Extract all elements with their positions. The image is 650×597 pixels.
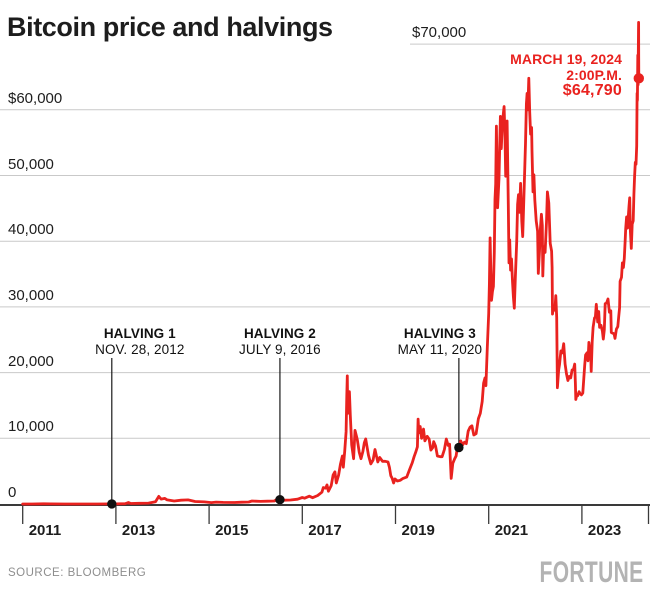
halving-3-dot [454, 442, 464, 453]
halving-1-annotation: HALVING 1 NOV. 28, 2012 [65, 326, 215, 358]
x-axis-label-2023: 2023 [587, 522, 622, 539]
fortune-logo: FORTUNE [539, 556, 643, 589]
halving-1-label: HALVING 1 [103, 326, 176, 341]
y-axis-label-20000: 20,000 [8, 352, 54, 370]
halving-2-label: HALVING 2 [243, 326, 316, 341]
y-axis-label-60000: $60,000 [8, 89, 63, 107]
y-axis-label-40000: 40,000 [8, 221, 54, 239]
x-axis-label-2019: 2019 [401, 522, 435, 539]
halving-1-date: NOV. 28, 2012 [95, 342, 185, 357]
halving-2-date: JULY 9, 2016 [239, 342, 321, 357]
halving-3-annotation: HALVING 3 MAY 11, 2020 [365, 326, 515, 358]
y-axis-label-50000: 50,000 [8, 155, 54, 173]
bitcoin-price-line [21, 20, 641, 506]
x-axis-label-2015: 2015 [215, 522, 249, 539]
x-axis-label-2017: 2017 [308, 522, 342, 539]
halving-3-date: MAY 11, 2020 [397, 342, 483, 357]
y-axis-label-30000: 30,000 [8, 286, 54, 304]
page-title: Bitcoin price and halvings [7, 12, 333, 42]
x-axis-label-2011: 2011 [28, 522, 62, 539]
source-credit: SOURCE: BLOOMBERG [8, 567, 147, 579]
x-axis-label-2013: 2013 [121, 522, 156, 539]
y-axis-label-0: 0 [8, 484, 17, 501]
latest-price-time: 2:00P.M. [566, 67, 622, 83]
halving-1-dot [107, 499, 117, 509]
latest-price-value: $64,790 [562, 82, 622, 99]
y-axis-label-70000: $70,000 [412, 24, 467, 42]
latest-price-dot [633, 73, 644, 84]
x-axis-label-2021: 2021 [494, 522, 529, 539]
y-axis-label-10000: 10,000 [8, 418, 54, 436]
halving-2-annotation: HALVING 2 JULY 9, 2016 [205, 326, 355, 358]
latest-price-date: MARCH 19, 2024 [510, 51, 622, 67]
halving-2-dot [275, 495, 285, 505]
latest-price-annotation: MARCH 19, 2024 2:00P.M. $64,790 [510, 51, 622, 99]
halving-3-label: HALVING 3 [403, 326, 476, 341]
